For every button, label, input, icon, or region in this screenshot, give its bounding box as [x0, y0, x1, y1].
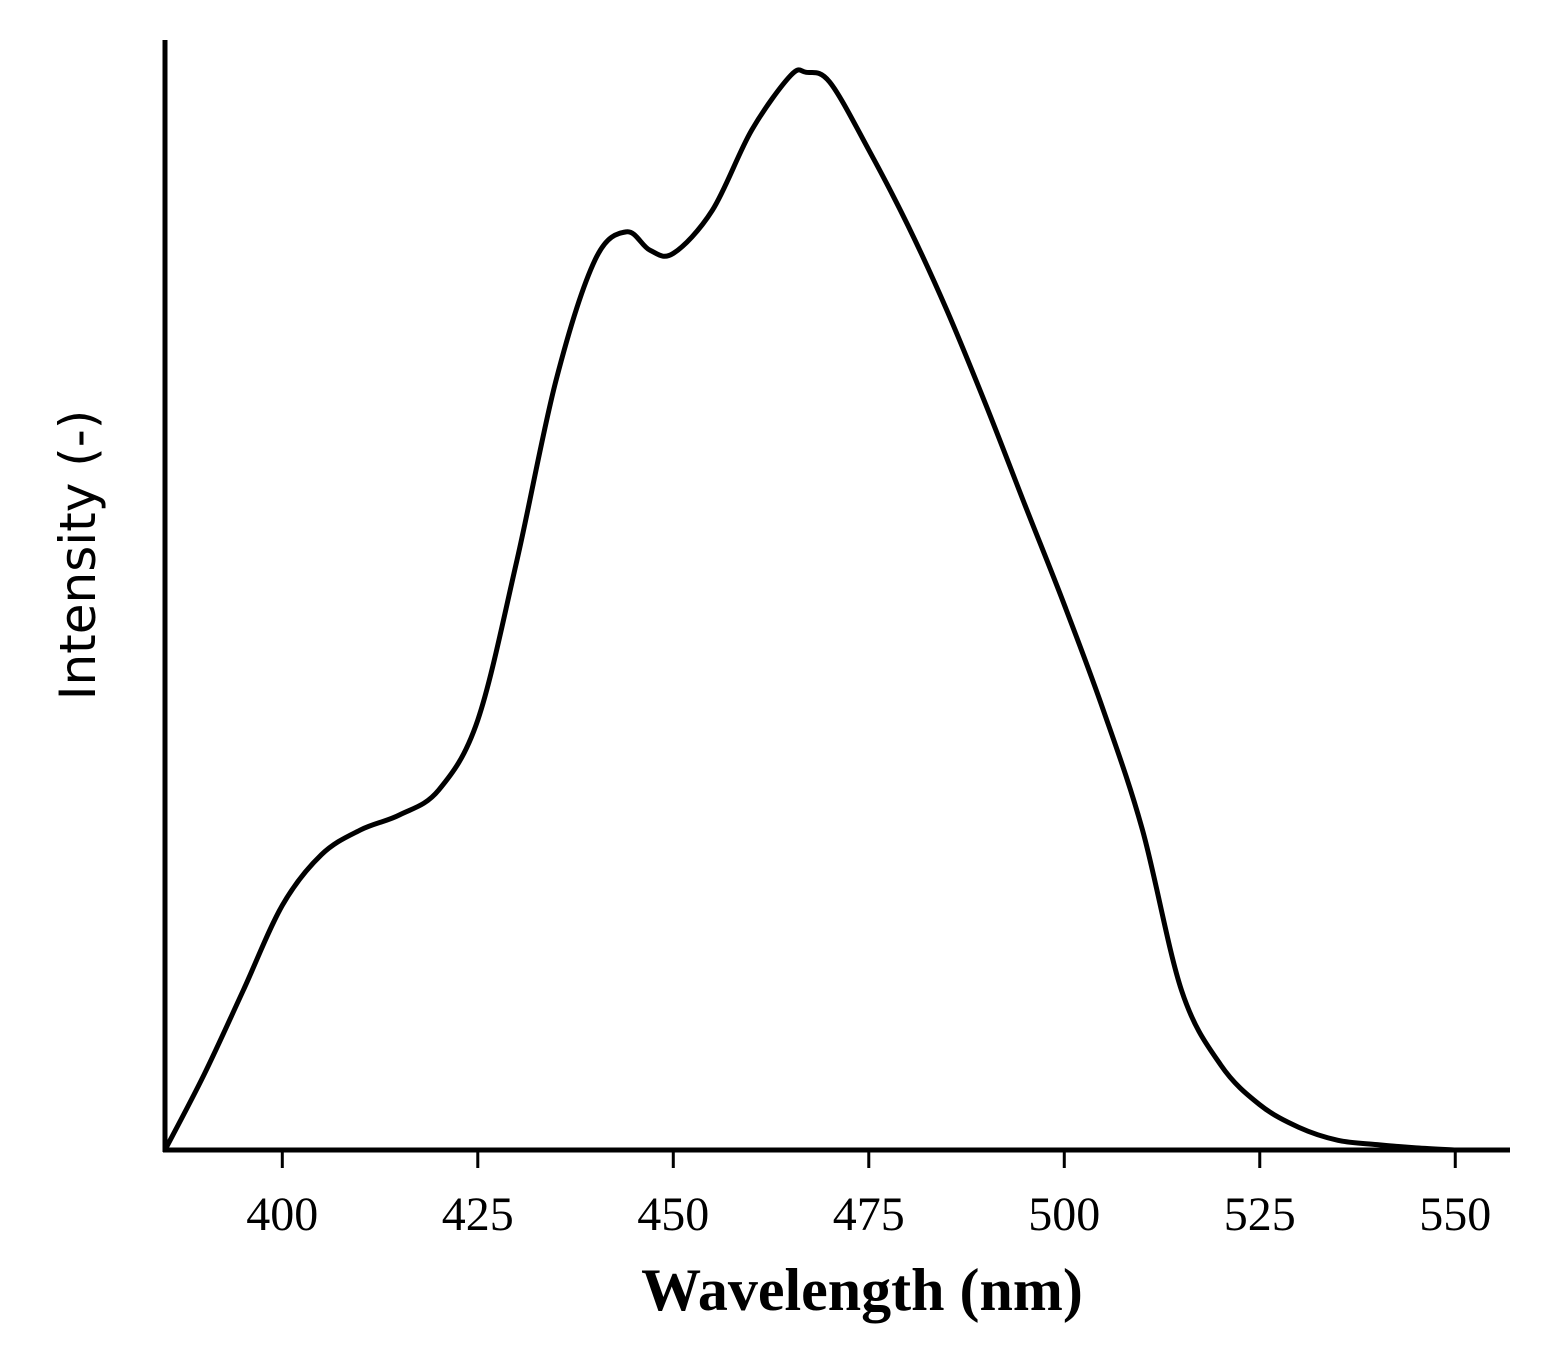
x-tick-label: 550	[1419, 1188, 1491, 1241]
x-tick-label: 500	[1028, 1188, 1100, 1241]
x-tick-label: 475	[833, 1188, 905, 1241]
x-tick-label: 425	[442, 1188, 514, 1241]
x-tick-label: 450	[637, 1188, 709, 1241]
y-axis-label: Intensity (-)	[49, 410, 107, 701]
x-tick-label: 400	[246, 1188, 318, 1241]
x-tick-label: 525	[1224, 1188, 1296, 1241]
spectrum-line	[162, 67, 1456, 1153]
x-axis-label: Wavelength (nm)	[641, 1257, 1083, 1323]
